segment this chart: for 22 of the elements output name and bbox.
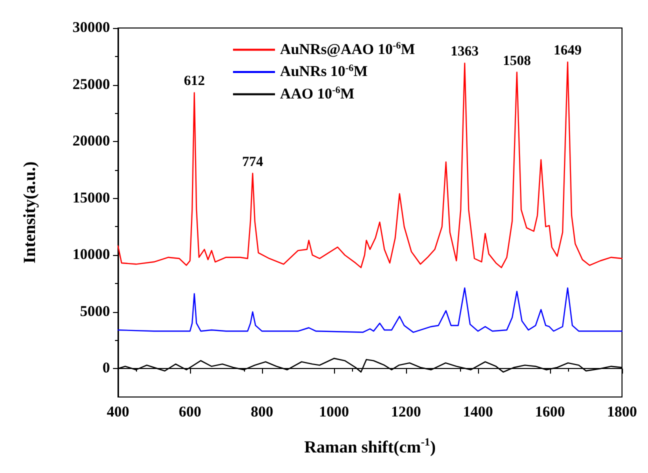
y-axis-title: Intensity(a.u.) [20, 161, 39, 264]
y-tick-label: 15000 [72, 190, 110, 206]
annotation: 1363 [450, 44, 479, 60]
line-series [117, 287, 623, 333]
annotation: 1649 [554, 44, 582, 59]
x-tick-label: 400 [106, 404, 130, 420]
x-tick-label: 1400 [463, 404, 493, 420]
x-tick-label: 1800 [607, 404, 637, 420]
x-tick-label: 1600 [535, 404, 565, 420]
y-tick-label: 5000 [80, 304, 110, 320]
y-tick-label: 25000 [72, 76, 110, 93]
annotation: 774 [242, 154, 264, 170]
x-tick-label: 1000 [319, 404, 349, 420]
y-tick-label: 0 [102, 360, 110, 377]
annotation: 612 [184, 74, 205, 90]
x-tick-label: 800 [250, 404, 274, 420]
y-tick-label: 10000 [72, 247, 110, 264]
x-tick-label: 600 [178, 404, 202, 420]
y-tick-label: 30000 [72, 20, 110, 36]
y-tick-label: 20000 [72, 134, 110, 150]
x-tick-label: 1200 [391, 404, 421, 420]
annotation: 1508 [502, 54, 531, 69]
